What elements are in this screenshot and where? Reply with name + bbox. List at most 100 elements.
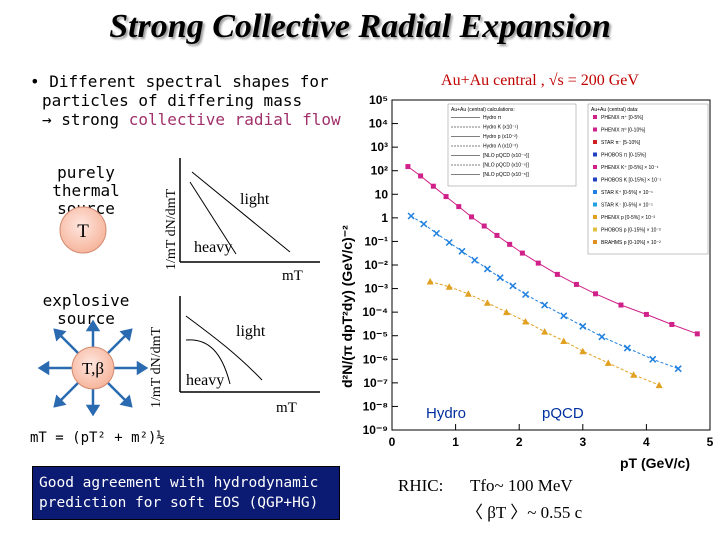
- legend-right-marker: [593, 177, 597, 182]
- y-tick-label: 10⁻⁴: [362, 305, 388, 319]
- legend-right-marker: [593, 190, 597, 194]
- spectrum-chart: d²N/(π dpT²dy) (GeV/c)⁻² Au+Au (central)…: [339, 93, 714, 471]
- legend-right-marker: [593, 140, 597, 144]
- data-point: [445, 283, 453, 290]
- sketch-diagrams: T T,β 1/mT dN/dmT light heavy mT 1/mT dN…: [37, 158, 320, 417]
- slide-title: Strong Collective Radial Expansion: [109, 8, 611, 45]
- legend-right-entry: PHOBOS π [0-15%]: [601, 153, 646, 159]
- legend-left-entry: Hydro p (x10⁻²): [483, 134, 518, 140]
- legend-right-entry: PHENIX p [0-5%] × 10⁻²: [601, 215, 656, 221]
- legend-right-marker: [593, 165, 597, 169]
- data-point: [541, 328, 549, 335]
- data-point: [445, 238, 453, 247]
- y-tick-label: 10⁵: [369, 93, 388, 107]
- agreement-line1: Good agreement with hydrodynamic: [39, 475, 319, 491]
- data-point: [522, 318, 530, 325]
- data-point: [522, 290, 530, 299]
- data-point: [598, 333, 606, 341]
- data-point: [618, 302, 624, 308]
- y-tick-label: 10²: [371, 164, 388, 178]
- legend-left-entry: Hydro K (x10⁻¹): [483, 125, 518, 131]
- y-tick-label: 10⁻⁶: [363, 352, 388, 366]
- legend-right-marker: [593, 227, 597, 232]
- thermal-source-ball: [59, 206, 107, 254]
- x-tick-label: 1: [452, 435, 459, 449]
- bullet-line-3-accent: collective radial flow: [128, 110, 341, 129]
- legend-right-entry: STAR K⁻ [0-5%] × 10⁻¹: [601, 203, 653, 209]
- top-heavy-label: heavy: [194, 239, 232, 256]
- bullet-line-3: → strong collective radial flow: [30, 110, 350, 129]
- data-point: [464, 290, 472, 297]
- rhic-label: RHIC:: [398, 476, 444, 495]
- legend-left-entry: Hydro Λ (x10⁻³): [483, 144, 518, 150]
- legend-right-entry: STAR K⁺ [0-5%] × 10⁻¹: [601, 190, 653, 196]
- y-tick-label: 10⁻⁷: [363, 376, 388, 390]
- data-point: [432, 229, 441, 237]
- data-point: [649, 355, 657, 363]
- data-point: [471, 256, 479, 264]
- data-point: [420, 220, 428, 228]
- explosive-label-line1: explosive: [42, 291, 130, 310]
- legend-right-entry: PHENIX K⁺ [0-5%] × 10⁻¹: [601, 165, 659, 171]
- bottom-light-curve: [185, 315, 263, 381]
- data-point: [560, 312, 568, 320]
- data-point: [643, 311, 649, 317]
- legend-right-entry: BRAHMS p [0-10%] × 10⁻²: [601, 240, 661, 246]
- data-point: [507, 241, 513, 247]
- legend-right-entry: PHENIX π⁰ [0-10%]: [601, 128, 646, 134]
- legend-left: Au+Au (central) calculations: Hydro π Hyd…: [447, 103, 577, 187]
- data-point: [430, 183, 436, 189]
- legend-right-marker: [593, 215, 597, 219]
- top-heavy-line: [189, 181, 237, 255]
- data-point: [694, 331, 700, 337]
- data-point: [674, 365, 682, 373]
- data-point: [655, 381, 663, 389]
- region-label-hydro: Hydro: [426, 405, 466, 422]
- top-sketch-xlabel: mT: [282, 268, 303, 284]
- x-tick-label: 4: [643, 435, 650, 449]
- bullet-line-1: • Different spectral shapes for: [30, 72, 329, 91]
- data-point: [469, 214, 474, 220]
- data-point: [481, 223, 487, 229]
- data-point: [458, 247, 466, 255]
- data-point: [630, 371, 638, 378]
- series-curve: [410, 215, 679, 370]
- explosive-label-line2: source: [57, 309, 115, 328]
- chart-y-ticks: 10⁵ 10⁴ 10³ 10² 10 1 10⁻¹ 10⁻² 10⁻³ 10⁻⁴ 10⁻⁵ 10⁻⁶ 1…: [362, 93, 398, 437]
- y-tick-label: 10⁻³: [364, 282, 388, 296]
- bottom-light-label: light: [236, 323, 266, 340]
- data-point: [407, 212, 415, 220]
- explosive-source-ball: [71, 346, 115, 390]
- rhic-tfo: Tfo~ 100 MeV: [470, 476, 573, 495]
- legend-left-title: Au+Au (central) calculations:: [451, 107, 515, 113]
- explosive-source-label: explosive source: [22, 292, 150, 328]
- legend-right-title: Au+Au (central) data:: [591, 107, 638, 113]
- legend-right-entry: STAR π⁻ [5-10%]: [601, 140, 641, 146]
- bullet-text: • Different spectral shapes for particle…: [30, 72, 350, 129]
- y-tick-label: 10⁴: [369, 117, 388, 131]
- data-point: [604, 359, 612, 366]
- y-tick-label: 1: [381, 211, 388, 225]
- data-point: [502, 308, 510, 316]
- mt-formula: mT = (pT² + m²)½: [30, 430, 165, 446]
- legend-left-entry: [NLO pQCD (x10⁻⁶)]: [483, 172, 529, 178]
- data-point: [535, 260, 541, 266]
- x-tick-label: 0: [389, 435, 396, 449]
- data-point: [405, 164, 411, 170]
- x-tick-label: 2: [516, 435, 523, 449]
- bullet-line-2: particles of differing mass: [42, 91, 303, 110]
- bottom-sketch-xlabel: mT: [276, 400, 297, 416]
- explosive-arrows: [37, 319, 149, 417]
- bottom-heavy-curve: [185, 339, 231, 385]
- data-point: [426, 277, 434, 285]
- data-point: [456, 204, 462, 210]
- y-tick-label: 10: [375, 187, 389, 201]
- data-point: [509, 282, 517, 290]
- chart-xlabel: pT (GeV/c): [620, 455, 690, 471]
- top-light-line: [191, 171, 291, 253]
- legend-right-marker: [593, 202, 597, 207]
- data-point: [579, 322, 587, 330]
- data-point: [483, 265, 491, 273]
- agreement-box: Good agreement with hydrodynamic predict…: [32, 466, 340, 520]
- y-tick-label: 10⁻²: [364, 258, 388, 272]
